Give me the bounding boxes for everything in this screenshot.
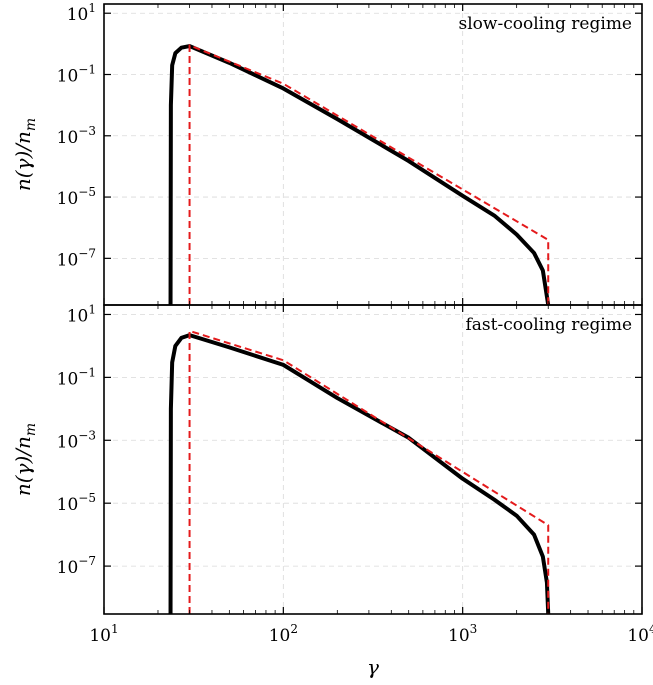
y-tick-label: 10−1 (57, 365, 96, 389)
y-tick-label: 10−7 (57, 246, 96, 270)
panel-bottom: 101 10−1 10−3 10−5 10−7 101 102 103 104 fast-cool… (11, 302, 653, 679)
x-axis-label: γ (367, 655, 379, 679)
y-tick-label: 10−7 (57, 554, 96, 578)
plot-frame (103, 3, 643, 306)
regime-annotation: fast-cooling regime (465, 315, 632, 335)
ticks (103, 305, 643, 614)
plot-frame (103, 304, 643, 615)
dashed-approx-line (188, 329, 550, 614)
x-tick-label: 103 (448, 622, 477, 646)
gridlines (103, 4, 643, 305)
y-axis-label: n(γ)/nm (11, 423, 39, 496)
dashed-approx-line (188, 44, 550, 305)
y-tick-label: 10−5 (57, 185, 96, 209)
x-tick-label: 102 (269, 622, 298, 646)
solid-spectrum-line (168, 44, 551, 305)
y-tick-label: 10−3 (57, 428, 96, 452)
series-group (168, 44, 551, 305)
y-tick-label: 101 (67, 302, 96, 326)
regime-annotation: slow-cooling regime (459, 14, 632, 34)
x-tick-label: 101 (89, 622, 118, 646)
series-group (168, 329, 551, 614)
gridlines (103, 305, 643, 614)
panel-top: 101 10−1 10−3 10−5 10−7 slow-cooling regime n(… (11, 1, 643, 306)
solid-spectrum-line (168, 333, 551, 614)
y-tick-label: 10−5 (57, 491, 96, 515)
y-tick-label: 101 (67, 1, 96, 25)
y-tick-label: 10−3 (57, 124, 96, 148)
x-tick-label: 104 (627, 622, 653, 646)
y-axis-label: n(γ)/nm (11, 118, 39, 191)
y-tick-label: 10−1 (57, 63, 96, 87)
ticks (103, 4, 643, 305)
